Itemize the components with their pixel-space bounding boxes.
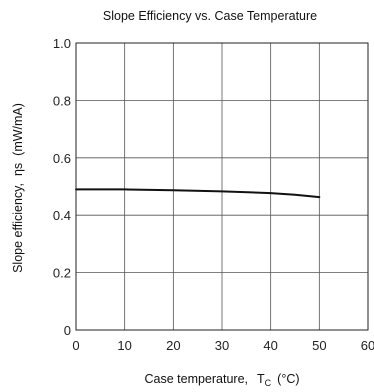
plot-area-frame [75,42,369,331]
x-tick-label: 40 [263,338,277,353]
y-tick-label: 0.6 [53,151,71,166]
x-tick-label: 10 [117,338,131,353]
x-tick-label: 50 [312,338,326,353]
x-axis-label: Case temperature, TC (°C) [144,372,299,388]
grid [75,42,369,331]
x-axis-symbol-subscript: C [265,378,272,388]
y-tick-label: 0.4 [53,208,71,223]
x-axis-unit: (°C) [277,372,299,386]
y-axis-ticks: 0 0.2 0.4 0.6 0.8 1.0 [53,36,71,338]
y-tick-label: 0.2 [53,266,71,281]
y-axis-label: Slope efficiency, ηs (mW/mA) [11,103,25,273]
y-axis-unit: (mW/mA) [11,103,25,156]
y-tick-label: 1.0 [53,36,71,51]
x-axis-label-text: Case temperature, [144,372,248,386]
y-axis-label-text: Slope efficiency, [11,183,25,273]
x-axis-ticks: 0 10 20 30 40 50 60 [72,338,374,353]
series-layer [75,188,321,199]
x-tick-label: 20 [166,338,180,353]
series-line [75,188,321,199]
chart-title: Slope Efficiency vs. Case Temperature [103,9,317,23]
x-tick-label: 60 [361,338,374,353]
x-axis-symbol: T [257,372,265,386]
y-axis-symbol: ηs [11,163,25,176]
x-tick-label: 0 [72,338,79,353]
x-tick-label: 30 [215,338,229,353]
y-tick-label: 0 [64,323,71,338]
y-tick-label: 0.8 [53,93,71,108]
